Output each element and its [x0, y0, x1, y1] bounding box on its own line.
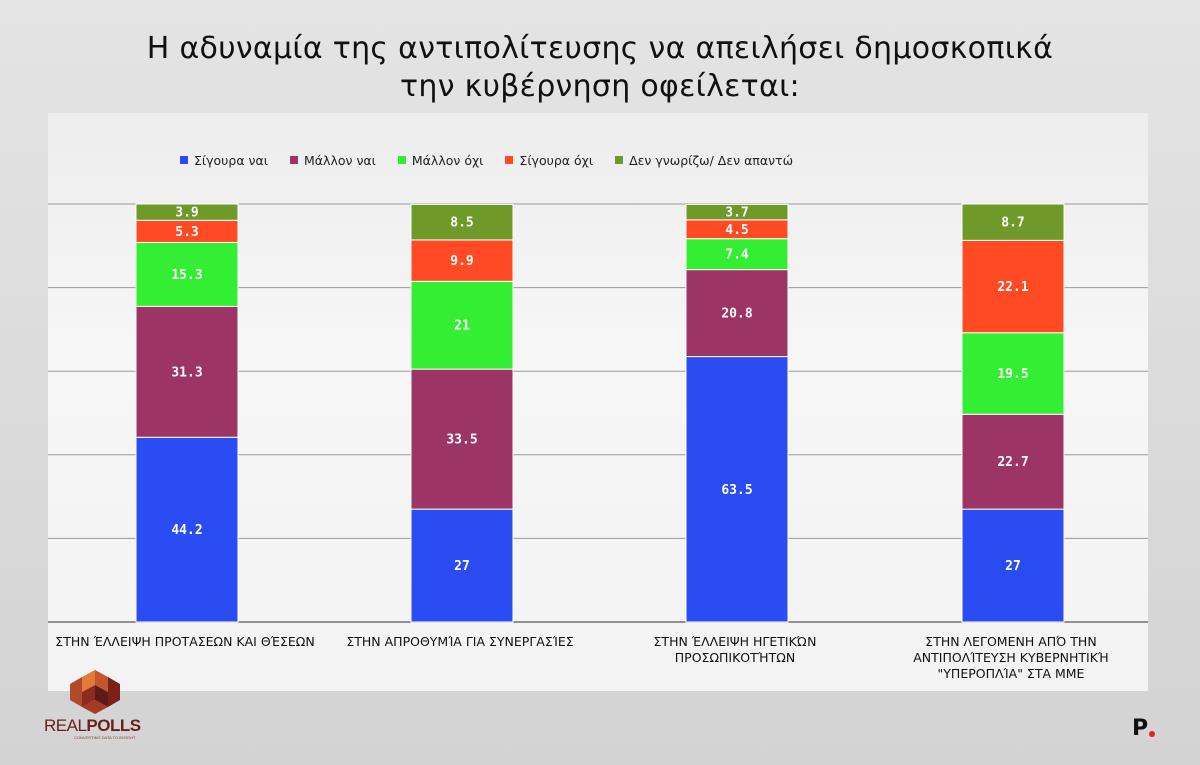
data-label: 22.7: [997, 455, 1028, 470]
data-label: 8.7: [1001, 216, 1024, 231]
realpolls-logo-text: REALPOLLS: [44, 716, 141, 735]
category-label-line: ΠΡΟΣΩΠΙΚΟΤΉΤΩΝ: [674, 650, 796, 665]
category-label: ΣΤΗΝ ΑΠΡΟΘΥΜΊΑ ΓΙΑ ΣΥΝΕΡΓΑΣΊΕΣ: [325, 634, 595, 650]
category-label-line: ΣΤΗΝ ΈΛΛΕΙΨΗ ΗΓΕΤΙΚΏΝ: [653, 634, 817, 649]
data-label: 3.7: [725, 206, 748, 221]
bar-segment: [961, 203, 1065, 241]
data-label: 27: [1005, 559, 1021, 574]
data-label: 44.2: [171, 523, 202, 538]
data-label: 5.3: [175, 225, 198, 240]
bar-segment: [135, 203, 239, 221]
p-logo: P: [1132, 716, 1149, 741]
bar-segment: [410, 508, 514, 623]
data-label: 7.4: [725, 248, 749, 263]
data-label: 33.5: [446, 433, 477, 448]
category-label: ΣΤΗΝ ΛΕΓΟΜΕΝΗ ΑΠΌ ΤΗΝ ΑΝΤΙΠΟΛΊΤΕΥΣΗ ΚΥΒΕΡ…: [876, 634, 1146, 682]
bar-segment: [685, 356, 789, 623]
data-label: 63.5: [721, 483, 752, 498]
chart-legend: Σίγουρα ναι Μάλλον ναι Μάλλον όχι Σίγουρα ό…: [180, 150, 793, 170]
bar-segment: [135, 241, 239, 307]
bar-segment: [685, 238, 789, 271]
data-label: 31.3: [171, 365, 202, 380]
legend-item: Μάλλον όχι: [397, 152, 484, 168]
chart-title-line-2: την κυβέρνηση οφείλεται:: [400, 69, 800, 104]
legend-swatch: [615, 156, 624, 164]
legend-label: Μάλλον ναι: [304, 152, 376, 168]
legend-label: Μάλλον όχι: [411, 152, 484, 168]
category-label: ΣΤΗΝ ΈΛΛΕΙΨΗ ΗΓΕΤΙΚΏΝ ΠΡΟΣΩΠΙΚΟΤΉΤΩΝ: [600, 634, 870, 666]
data-label: 15.3: [171, 268, 202, 283]
bar-segment: [410, 203, 514, 241]
category-label-line: "ΥΠΕΡΟΠΛΊΑ" ΣΤΑ ΜΜΕ: [937, 666, 1085, 681]
category-label-line: ΑΝΤΙΠΟΛΊΤΕΥΣΗ ΚΥΒΕΡΝΗΤΙΚΉ: [913, 650, 1109, 665]
bar-segment: [961, 239, 1065, 334]
data-label: 22.1: [997, 280, 1028, 295]
bar-segment: [685, 203, 789, 221]
chart-title: Η αδυναμία της αντιπολίτευσης να απειλήσ…: [0, 30, 1200, 106]
legend-swatch: [290, 156, 299, 164]
data-label: 3.9: [175, 206, 198, 221]
category-label-line: ΣΤΗΝ ΑΠΡΟΘΥΜΊΑ ΓΙΑ ΣΥΝΕΡΓΑΣΊΕΣ: [346, 634, 574, 649]
data-label: 21: [454, 319, 470, 334]
category-label-line: ΣΤΗΝ ΛΕΓΟΜΕΝΗ ΑΠΌ ΤΗΝ: [925, 634, 1097, 649]
bar-segment: [961, 508, 1065, 623]
legend-swatch: [397, 156, 406, 164]
legend-swatch: [505, 156, 514, 164]
data-label: 19.5: [997, 367, 1028, 382]
realpolls-logo-icon: [70, 670, 120, 714]
bar-segment: [410, 239, 514, 282]
legend-item: Μάλλον ναι: [290, 153, 376, 168]
p-logo-dot: [1149, 731, 1155, 737]
data-label: 20.8: [721, 307, 752, 322]
category-label-line: ΣΤΗΝ ΈΛΛΕΙΨΗ ΠΡΟΤΑΣΕΩΝ ΚΑΙ ΘΈΣΕΩΝ: [55, 634, 315, 649]
realpolls-tagline: CONVERTING DATA TO INSIGHT: [74, 735, 136, 740]
bar-segment: [410, 368, 514, 510]
legend-item: Σίγουρα όχι: [505, 153, 593, 168]
data-label: 8.5: [450, 216, 473, 231]
chart-title-line-1: Η αδυναμία της αντιπολίτευσης να απειλήσ…: [146, 31, 1054, 66]
bar-segment: [685, 269, 789, 358]
bar-segment: [961, 332, 1065, 415]
legend-label: Σίγουρα ναι: [194, 152, 269, 168]
legend-item: Δεν γνωρίζω/ Δεν απαντώ: [615, 153, 793, 168]
data-label: 9.9: [450, 254, 473, 269]
category-label: ΣΤΗΝ ΈΛΛΕΙΨΗ ΠΡΟΤΑΣΕΩΝ ΚΑΙ ΘΈΣΕΩΝ: [50, 634, 320, 650]
data-label: 27: [454, 559, 470, 574]
bar-segment: [961, 413, 1065, 510]
legend-label: Σίγουρα όχι: [519, 152, 594, 168]
legend-swatch: [180, 156, 188, 164]
legend-label: Δεν γνωρίζω/ Δεν απαντώ: [629, 152, 794, 168]
legend-item: Σίγουρα ναι: [180, 153, 268, 168]
data-label: 4.5: [725, 223, 748, 238]
bar-segment: [135, 436, 239, 623]
